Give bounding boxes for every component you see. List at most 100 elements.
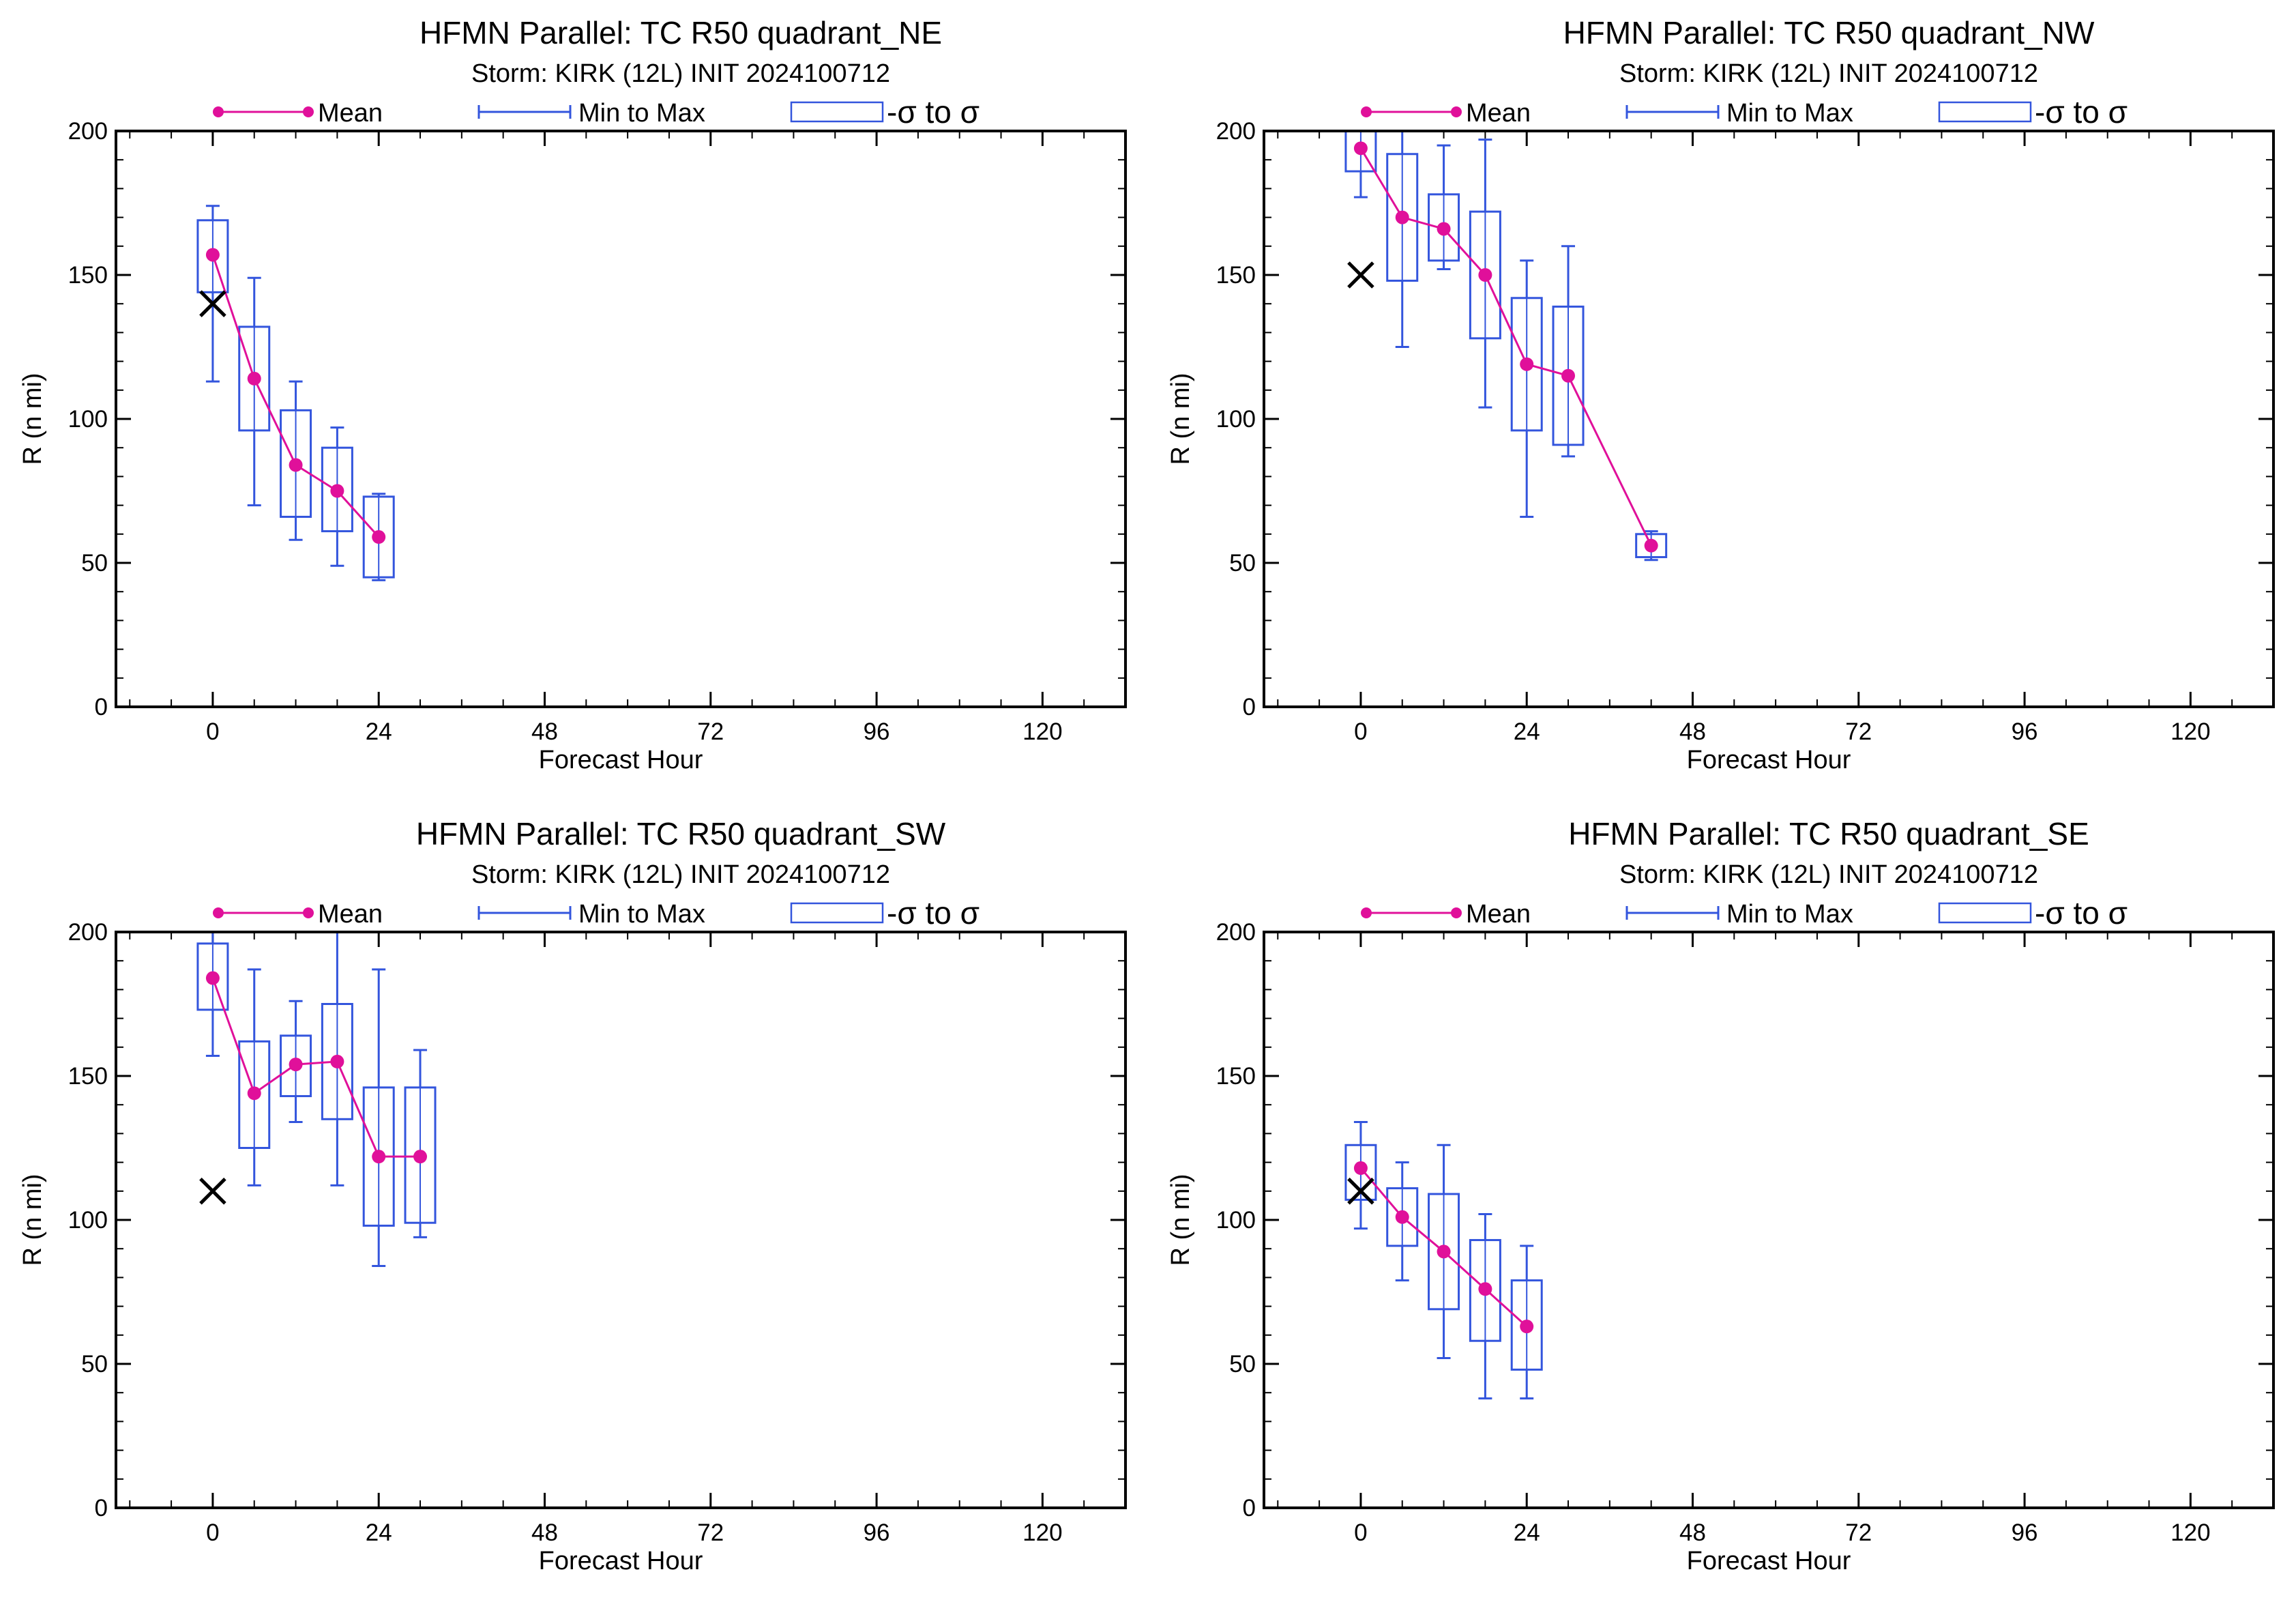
legend-mean-marker bbox=[1451, 106, 1462, 117]
mean-point bbox=[247, 371, 261, 385]
x-tick-label: 48 bbox=[1679, 1519, 1706, 1546]
data-layer bbox=[196, 932, 437, 1268]
y-axis-label: R (n mi) bbox=[1166, 373, 1195, 465]
legend-sigma-label: -σ to σ bbox=[2035, 895, 2128, 931]
mean-point bbox=[1437, 222, 1451, 236]
observed-marker bbox=[1347, 261, 1374, 289]
chart-subtitle: Storm: KIRK (12L) INIT 2024100712 bbox=[1619, 860, 2038, 889]
mean-point bbox=[1520, 1320, 1534, 1334]
y-tick-label: 100 bbox=[68, 1207, 108, 1234]
x-tick-label: 48 bbox=[531, 718, 558, 745]
observed-marker bbox=[199, 290, 226, 317]
chart-panel-4: HFMN Parallel: TC R50 quadrant_SE Storm: … bbox=[1166, 816, 2275, 1575]
mean-point bbox=[372, 530, 386, 544]
y-tick-label: 0 bbox=[1243, 694, 1256, 720]
x-tick-label: 96 bbox=[864, 718, 890, 745]
legend-mean-label: Mean bbox=[1466, 900, 1531, 929]
y-tick-label: 100 bbox=[68, 406, 108, 433]
observed-marker bbox=[199, 1178, 226, 1205]
mean-point bbox=[330, 1054, 344, 1068]
y-tick-label: 150 bbox=[1216, 1063, 1256, 1090]
mean-point bbox=[1561, 368, 1576, 383]
plot-frame bbox=[1263, 931, 2275, 1509]
legend: Mean Min to Max -σ to σ bbox=[1361, 895, 2128, 931]
x-axis-label: Forecast Hour bbox=[539, 746, 703, 774]
x-tick-label: 24 bbox=[366, 718, 392, 745]
legend-sigma-label: -σ to σ bbox=[2035, 94, 2128, 130]
legend-mean-marker bbox=[1451, 907, 1462, 918]
y-axis-label: R (n mi) bbox=[18, 373, 47, 465]
mean-point bbox=[205, 971, 220, 985]
data-layer bbox=[1344, 1121, 1543, 1400]
mean-point bbox=[247, 1086, 261, 1101]
chart-panel-1: HFMN Parallel: TC R50 quadrant_NE Storm: … bbox=[18, 15, 1127, 774]
y-tick-label: 0 bbox=[95, 1495, 108, 1521]
legend-mean-marker bbox=[213, 106, 224, 117]
x-tick-label: 96 bbox=[864, 1519, 890, 1546]
x-tick-label: 0 bbox=[1354, 1519, 1367, 1546]
mean-point bbox=[1644, 538, 1658, 553]
legend-minmax-label: Min to Max bbox=[1726, 900, 1853, 929]
data-layer bbox=[1344, 131, 1668, 562]
legend-minmax-label: Min to Max bbox=[578, 99, 705, 128]
x-tick-label: 48 bbox=[531, 1519, 558, 1546]
chart-subtitle: Storm: KIRK (12L) INIT 2024100712 bbox=[471, 860, 890, 889]
plot-frame bbox=[1263, 130, 2275, 708]
mean-point bbox=[1478, 1282, 1492, 1296]
x-tick-label: 120 bbox=[2170, 718, 2210, 745]
x-tick-label: 96 bbox=[2012, 1519, 2038, 1546]
data-layer bbox=[196, 205, 395, 581]
chart-title: HFMN Parallel: TC R50 quadrant_NW bbox=[1563, 15, 2095, 50]
chart-title: HFMN Parallel: TC R50 quadrant_SE bbox=[1568, 816, 2089, 851]
legend-mean-marker bbox=[303, 106, 314, 117]
mean-point bbox=[205, 248, 220, 262]
mean-point bbox=[1395, 1210, 1409, 1224]
mean-point bbox=[1353, 141, 1368, 156]
y-tick-label: 200 bbox=[1216, 118, 1256, 145]
legend-mean-marker bbox=[1361, 907, 1372, 918]
y-tick-label: 100 bbox=[1216, 406, 1256, 433]
mean-point bbox=[289, 458, 303, 472]
legend-mean-marker bbox=[213, 907, 224, 918]
legend-sigma-box bbox=[1938, 101, 2032, 123]
x-tick-label: 24 bbox=[366, 1519, 392, 1546]
chart-panel-3: HFMN Parallel: TC R50 quadrant_SW Storm: … bbox=[18, 816, 1127, 1575]
mean-point bbox=[1353, 1161, 1368, 1176]
x-tick-label: 24 bbox=[1514, 1519, 1540, 1546]
x-tick-label: 24 bbox=[1514, 718, 1540, 745]
x-tick-label: 0 bbox=[206, 1519, 219, 1546]
x-tick-label: 72 bbox=[697, 1519, 724, 1546]
mean-point bbox=[1395, 210, 1409, 224]
x-tick-label: 0 bbox=[206, 718, 219, 745]
x-axis-label: Forecast Hour bbox=[1687, 746, 1851, 774]
x-tick-label: 96 bbox=[2012, 718, 2038, 745]
legend: Mean Min to Max -σ to σ bbox=[213, 895, 980, 931]
x-axis-label: Forecast Hour bbox=[1687, 1547, 1851, 1575]
legend: Mean Min to Max -σ to σ bbox=[1361, 94, 2128, 130]
legend-sigma-box bbox=[1938, 902, 2032, 924]
legend-sigma-box bbox=[790, 902, 884, 924]
legend-minmax-label: Min to Max bbox=[1726, 99, 1853, 128]
plot-frame bbox=[115, 931, 1127, 1509]
chart-subtitle: Storm: KIRK (12L) INIT 2024100712 bbox=[471, 59, 890, 88]
legend-minmax-label: Min to Max bbox=[578, 900, 705, 929]
y-tick-label: 0 bbox=[95, 694, 108, 720]
mean-point bbox=[1478, 268, 1492, 282]
legend-sigma-box bbox=[790, 101, 884, 123]
y-tick-label: 200 bbox=[68, 118, 108, 145]
y-tick-label: 50 bbox=[81, 550, 108, 577]
y-axis-label: R (n mi) bbox=[1166, 1174, 1195, 1266]
y-tick-label: 50 bbox=[1229, 1351, 1256, 1378]
legend-sigma-label: -σ to σ bbox=[887, 94, 980, 130]
x-tick-label: 72 bbox=[1845, 718, 1872, 745]
y-tick-label: 100 bbox=[1216, 1207, 1256, 1234]
legend-mean-marker bbox=[1361, 106, 1372, 117]
x-tick-label: 120 bbox=[1022, 1519, 1062, 1546]
x-tick-label: 48 bbox=[1679, 718, 1706, 745]
mean-point bbox=[413, 1150, 428, 1164]
y-tick-label: 150 bbox=[1216, 262, 1256, 289]
legend-mean-marker bbox=[303, 907, 314, 918]
x-tick-label: 120 bbox=[2170, 1519, 2210, 1546]
y-tick-label: 150 bbox=[68, 1063, 108, 1090]
